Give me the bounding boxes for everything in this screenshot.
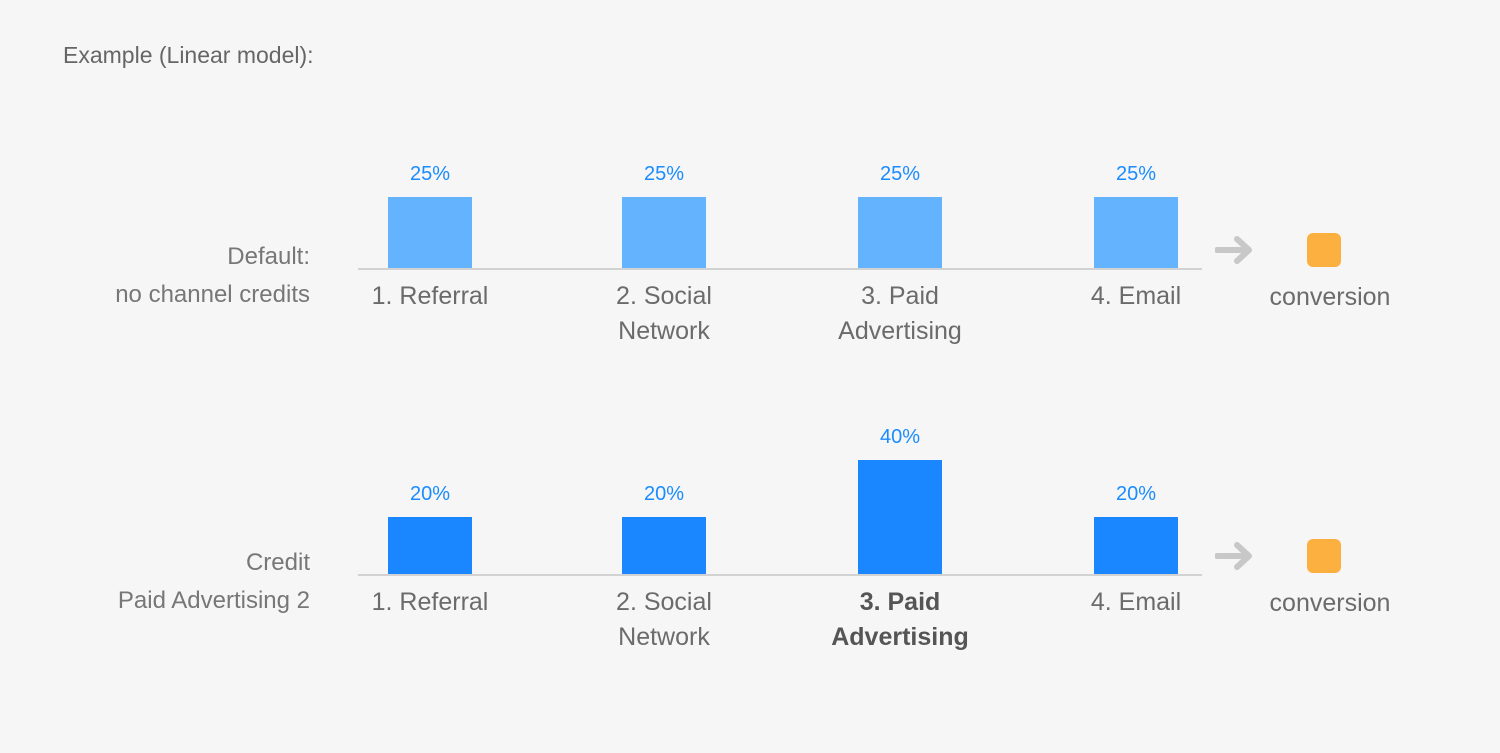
row-label: Credit Paid Advertising 2 (118, 544, 310, 620)
category-label-line: 2. Social (616, 282, 712, 310)
category-label: 1. Referral (320, 585, 540, 620)
category-label: 3. Paid Advertising (790, 279, 1010, 349)
category-label-line: 3. Paid (859, 588, 941, 616)
category-label-line: 1. Referral (371, 588, 489, 616)
data-label: 20% (643, 483, 685, 505)
category-label: 2. Social Network (554, 279, 774, 349)
bar-4 (1094, 517, 1178, 574)
category-label-line: 4. Email (1090, 588, 1182, 616)
category-label-line: 4. Email (1090, 282, 1182, 310)
chart-baseline (358, 268, 1202, 270)
category-label-line: Advertising (838, 317, 962, 345)
page-title: Example (Linear model): (63, 42, 314, 68)
row-label-line: Default: (227, 243, 310, 270)
bar-3 (858, 460, 942, 574)
bar-3 (858, 196, 942, 268)
category-label-line: 1. Referral (371, 282, 489, 310)
arrow-right-icon (1214, 235, 1259, 265)
category-label: 3. Paid Advertising (790, 585, 1010, 655)
data-label: 25% (643, 162, 685, 185)
data-label: 20% (409, 483, 451, 505)
bar-1 (388, 517, 472, 574)
category-label-line: Advertising (831, 623, 969, 651)
arrow-right-icon (1214, 541, 1259, 571)
chart-baseline (358, 574, 1202, 576)
row-label: Default: no channel credits (115, 238, 310, 314)
data-label: 20% (1115, 483, 1157, 505)
category-label-line: Network (618, 317, 710, 345)
bar-1 (388, 196, 472, 268)
conversion-square-icon (1307, 233, 1341, 267)
data-label: 25% (1115, 162, 1157, 185)
data-label: 25% (879, 162, 921, 185)
row-label-line: Paid Advertising 2 (117, 587, 310, 614)
category-label: 4. Email (1026, 279, 1246, 314)
category-label: 1. Referral (320, 279, 540, 314)
category-label-line: 2. Social (616, 588, 712, 616)
bar-4 (1094, 196, 1178, 268)
conversion-square-icon (1307, 539, 1341, 573)
category-label-line: Network (618, 623, 710, 651)
row-label-line: Credit (245, 549, 310, 576)
category-label: 4. Email (1026, 585, 1246, 620)
category-label: 2. Social Network (554, 585, 774, 655)
bar-2 (622, 196, 706, 268)
bar-2 (622, 517, 706, 574)
data-label: 40% (879, 426, 921, 448)
row-label-line: no channel credits (115, 281, 310, 308)
category-label-line: 3. Paid (861, 282, 939, 310)
conversion-label: conversion (1269, 283, 1391, 311)
conversion-label: conversion (1269, 589, 1391, 617)
data-label: 25% (409, 162, 451, 185)
